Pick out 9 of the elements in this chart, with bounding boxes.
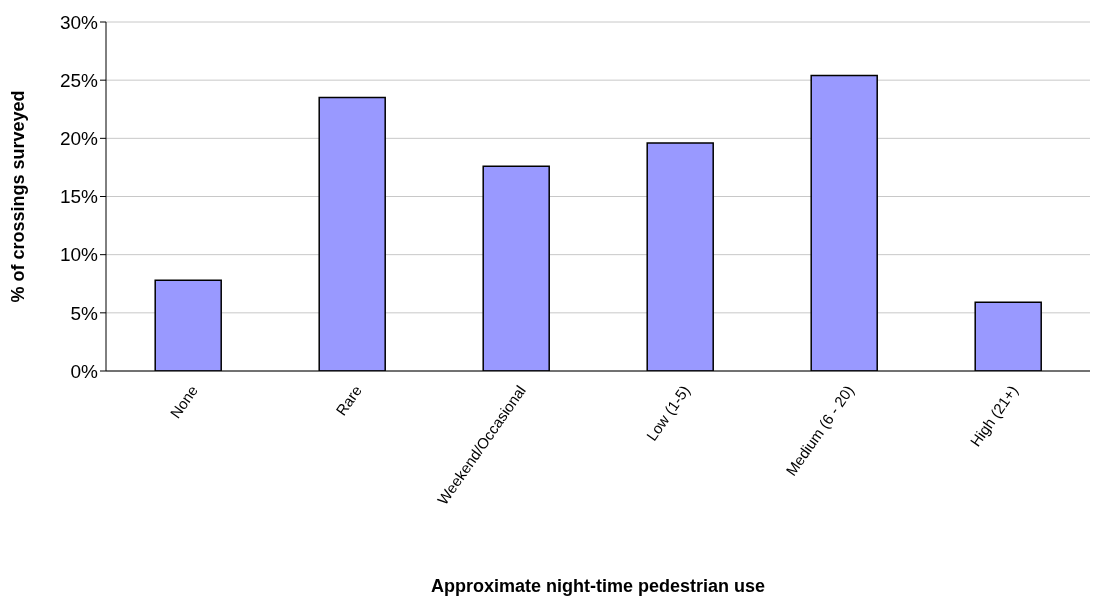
x-axis-title: Approximate night-time pedestrian use xyxy=(430,576,766,596)
y-tick-label: 25% xyxy=(59,69,99,91)
y-tick-label: 5% xyxy=(70,302,99,324)
y-tick-label: 20% xyxy=(59,128,99,150)
y-axis-title: % of crossings surveyed xyxy=(8,90,29,303)
y-tick-label: 30% xyxy=(59,11,99,33)
y-tick-label: 10% xyxy=(59,244,99,266)
y-tick-label: 0% xyxy=(70,360,99,382)
y-tick-label: 15% xyxy=(59,186,99,208)
